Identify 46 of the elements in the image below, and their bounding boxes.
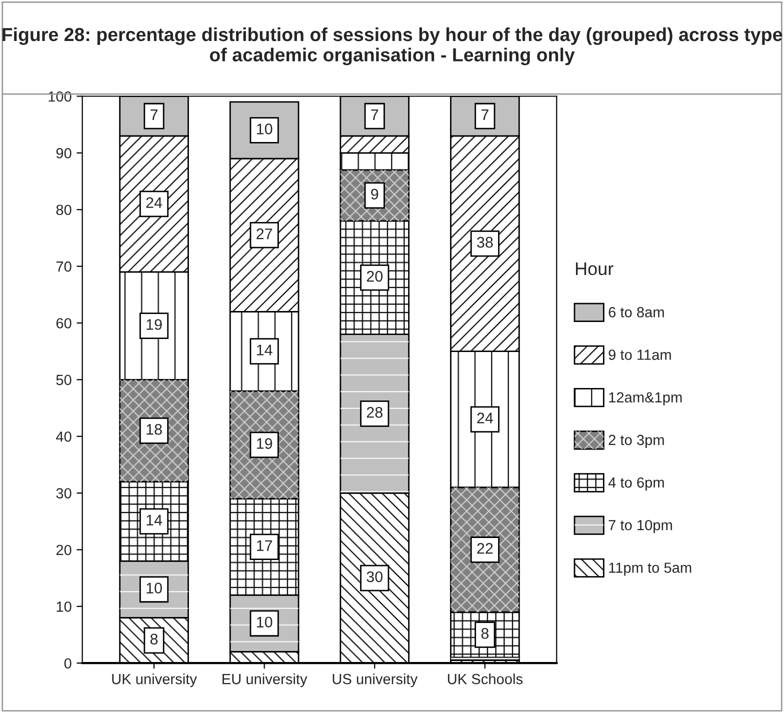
legend-label: 9 to 11am <box>608 350 671 360</box>
y-tick-label: 10 <box>56 602 72 612</box>
data-label: 14 <box>256 344 272 356</box>
legend-label: 11pm to 5am <box>609 562 692 576</box>
data-label: 20 <box>366 270 383 282</box>
legend-label: 6 to 8am <box>608 307 664 318</box>
data-label: 8 <box>481 628 489 639</box>
data-label: 27 <box>256 228 272 240</box>
data-label: 22 <box>477 543 493 554</box>
x-tick-label: US university <box>332 674 418 688</box>
data-label: 19 <box>146 319 162 330</box>
y-tick-label: 40 <box>56 431 72 442</box>
data-label: 10 <box>256 124 272 134</box>
data-label: 30 <box>366 571 383 582</box>
legend-label: 12am&1pm <box>609 392 682 406</box>
legend-label: 7 to 10pm <box>608 520 672 534</box>
data-label: 17 <box>256 540 272 551</box>
y-tick-label: 60 <box>56 318 72 328</box>
data-label: 38 <box>477 236 493 248</box>
x-tick-label: UK Schools <box>448 674 523 684</box>
data-label: 28 <box>366 406 382 418</box>
data-label: 7 <box>150 110 158 120</box>
data-label: 8 <box>150 634 158 645</box>
chart-title: Figure 28: percentage distribution of sessions by hour of the day (grouped) across type of academic organisation - Learning only <box>2 27 782 66</box>
y-tick-label: 50 <box>56 374 72 386</box>
y-tick-label: 0 <box>64 658 72 669</box>
x-tick-label: EU university <box>222 674 308 688</box>
y-tick-label: 20 <box>56 544 72 556</box>
data-label: 14 <box>146 514 162 526</box>
data-label: 7 <box>371 110 378 120</box>
x-tick-label: UK university <box>112 674 197 688</box>
legend-label: 4 to 6pm <box>608 477 664 491</box>
data-label: 19 <box>256 438 272 449</box>
data-label: 10 <box>256 616 272 628</box>
data-label: 9 <box>371 188 378 200</box>
data-label: 18 <box>146 424 162 435</box>
y-tick-label: 80 <box>56 204 72 216</box>
data-label: 10 <box>146 582 162 594</box>
data-label: 24 <box>477 412 493 424</box>
y-tick-label: 30 <box>56 488 72 498</box>
legend-label: 2 to 3pm <box>608 434 664 448</box>
data-label: 7 <box>481 110 488 120</box>
y-tick-label: 90 <box>56 148 72 158</box>
y-tick-label: 70 <box>56 261 72 272</box>
data-label: 24 <box>146 197 162 208</box>
legend-title: Hour <box>576 262 614 276</box>
